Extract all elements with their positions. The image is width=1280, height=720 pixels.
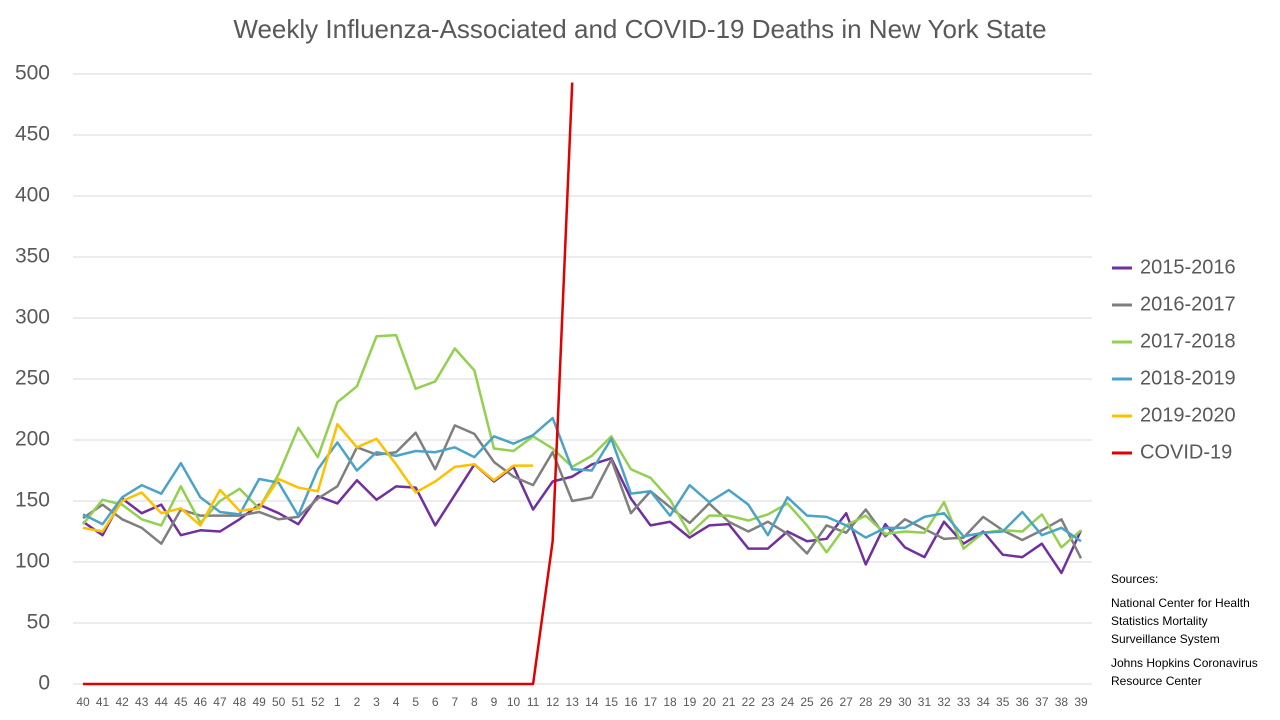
x-tick-label: 49	[252, 695, 266, 709]
x-tick-label: 25	[800, 695, 814, 709]
x-tick-label: 1	[334, 695, 341, 709]
x-tick-label: 24	[781, 695, 795, 709]
y-tick-label: 50	[27, 611, 50, 634]
x-tick-label: 13	[566, 695, 580, 709]
source-text: Sources:	[1111, 572, 1159, 586]
x-tick-label: 27	[839, 695, 853, 709]
y-tick-label: 0	[38, 672, 50, 695]
x-tick-label: 28	[859, 695, 873, 709]
y-tick-label: 100	[15, 550, 50, 573]
x-tick-label: 29	[879, 695, 893, 709]
x-tick-label: 18	[663, 695, 677, 709]
source-text: National Center for Health Statistics Mo…	[1111, 596, 1250, 646]
x-tick-label: 15	[605, 695, 619, 709]
x-tick-label: 30	[898, 695, 912, 709]
x-tick-label: 8	[471, 695, 478, 709]
sources: Sources: National Center for Health Stati…	[1111, 570, 1276, 696]
x-tick-label: 10	[507, 695, 521, 709]
y-tick-label: 500	[15, 62, 50, 85]
y-tick-label: 450	[15, 123, 50, 146]
x-tick-label: 32	[937, 695, 951, 709]
legend-label: COVID-19	[1140, 441, 1232, 463]
x-tick-label: 41	[96, 695, 110, 709]
x-tick-label: 39	[1074, 695, 1088, 709]
y-tick-label: 150	[15, 489, 50, 512]
x-tick-label: 22	[742, 695, 756, 709]
x-tick-label: 14	[585, 695, 599, 709]
legend-label: 2019-2020	[1140, 404, 1236, 426]
legend-label: 2015-2016	[1140, 256, 1236, 278]
x-tick-label: 42	[115, 695, 129, 709]
x-tick-label: 19	[683, 695, 697, 709]
y-tick-label: 200	[15, 428, 50, 451]
x-tick-label: 48	[233, 695, 247, 709]
y-tick-label: 250	[15, 367, 50, 390]
y-tick-label: 300	[15, 306, 50, 329]
x-tick-label: 36	[1016, 695, 1030, 709]
x-tick-label: 9	[491, 695, 498, 709]
x-tick-label: 4	[393, 695, 400, 709]
legend-label: 2017-2018	[1140, 330, 1236, 352]
series-line	[82, 333, 1082, 554]
series-line	[82, 416, 1082, 543]
x-tick-label: 37	[1035, 695, 1049, 709]
x-tick-label: 17	[644, 695, 658, 709]
x-tick-label: 7	[451, 695, 458, 709]
x-tick-label: 45	[174, 695, 188, 709]
x-tick-label: 33	[957, 695, 971, 709]
x-tick-label: 38	[1055, 695, 1069, 709]
x-tick-label: 31	[918, 695, 932, 709]
x-tick-label: 3	[373, 695, 380, 709]
x-tick-label: 20	[703, 695, 717, 709]
x-tick-label: 26	[820, 695, 834, 709]
x-tick-label: 35	[996, 695, 1010, 709]
y-tick-label: 400	[15, 184, 50, 207]
x-tick-label: 21	[722, 695, 736, 709]
x-tick-label: 44	[155, 695, 169, 709]
x-tick-label: 50	[272, 695, 286, 709]
x-tick-label: 40	[76, 695, 90, 709]
x-tick-label: 43	[135, 695, 149, 709]
series-line	[82, 422, 534, 533]
y-tick-label: 350	[15, 245, 50, 268]
source-text: Johns Hopkins Coronavirus Resource Cente…	[1111, 656, 1258, 688]
x-tick-label: 11	[527, 695, 540, 709]
x-tick-label: 2	[354, 695, 361, 709]
chart-title: Weekly Influenza-Associated and COVID-19…	[233, 14, 1046, 44]
x-tick-label: 23	[761, 695, 775, 709]
legend-label: 2018-2019	[1140, 367, 1236, 389]
legend-label: 2016-2017	[1140, 293, 1236, 315]
x-tick-label: 12	[546, 695, 560, 709]
series-line	[83, 82, 574, 686]
x-tick-label: 16	[624, 695, 638, 709]
x-tick-label: 5	[412, 695, 419, 709]
x-tick-label: 46	[194, 695, 208, 709]
x-tick-label: 34	[976, 695, 990, 709]
series-line	[82, 424, 1083, 559]
x-tick-label: 47	[213, 695, 227, 709]
x-tick-label: 52	[311, 695, 325, 709]
x-tick-label: 51	[292, 695, 306, 709]
x-tick-label: 6	[432, 695, 439, 709]
